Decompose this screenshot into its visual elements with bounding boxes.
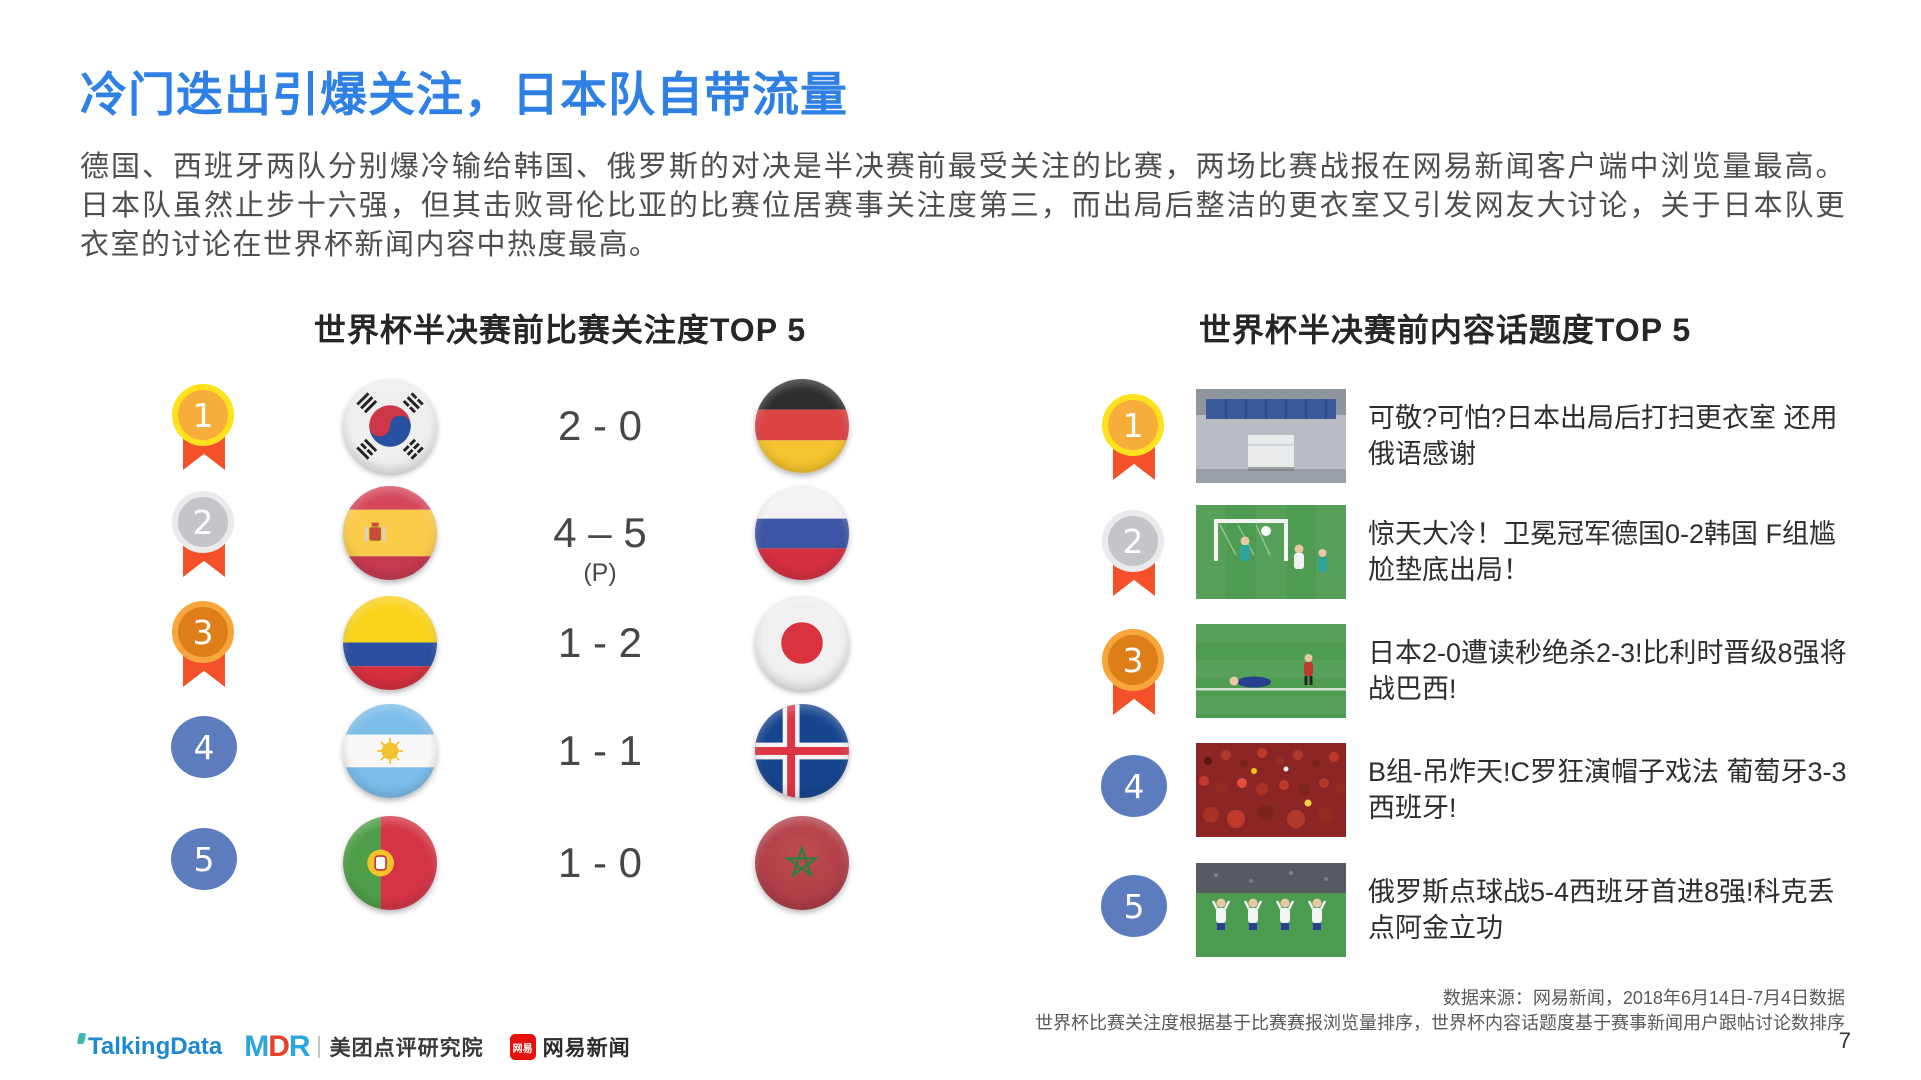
rank-badge: 4 <box>171 716 237 778</box>
right-panel-title: 世界杯半决赛前内容话题度TOP 5 <box>1198 312 1692 348</box>
netease-app-icon: 网易 <box>509 1034 536 1060</box>
page-number: 7 <box>1838 1028 1851 1053</box>
news-photo-locker-room <box>1196 389 1346 483</box>
news-photo-team-celebration <box>1196 863 1346 957</box>
flag-argentina-icon <box>343 704 437 798</box>
flag-germany-icon <box>755 379 849 473</box>
flag-morocco-icon <box>755 816 849 910</box>
news-headline: 惊天大冷！卫冕冠军德国0-2韩国 F组尴尬垫底出局！ <box>1368 519 1837 585</box>
talkingdata-tick-icon <box>76 1033 87 1044</box>
flag-portugal-icon <box>343 816 437 910</box>
match-score: 1 - 1 <box>557 727 643 774</box>
flag-south-korea-icon <box>343 379 437 473</box>
rank-badge: 5 <box>171 828 237 890</box>
rank-number: 3 <box>1122 640 1144 680</box>
bronze-medal-icon: 3 <box>1102 629 1166 725</box>
news-headline: 俄罗斯点球战5-4西班牙首进8强!科克丢点阿金立功 <box>1368 877 1835 943</box>
rank-number: 3 <box>192 612 214 652</box>
flag-colombia-icon <box>343 596 437 690</box>
match-score: 2 - 0 <box>557 402 643 449</box>
news-headline: 日本2-0遭读秒绝杀2-3!比利时晋级8强将战巴西! <box>1368 638 1847 704</box>
rank-number: 2 <box>1122 521 1144 561</box>
rank-number: 2 <box>192 502 214 542</box>
talkingdata-logo: TalkingData <box>76 1033 223 1061</box>
news-photo-player-on-pitch <box>1196 624 1346 718</box>
rank-number: 1 <box>1122 405 1144 445</box>
flag-spain-icon <box>343 486 437 580</box>
rank-badge: 5 <box>1101 875 1167 937</box>
talkingdata-wordmark: TalkingData <box>88 1033 223 1060</box>
methodology-line: 世界杯比赛关注度根据基于比赛赛报浏览量排序，世界杯内容话题度基于赛事新闻用户跟帖… <box>1035 1013 1845 1033</box>
bronze-medal-icon: 3 <box>172 601 236 697</box>
flag-iceland-icon <box>755 704 849 798</box>
match-score: 1 - 2 <box>557 619 643 666</box>
left-panel-title: 世界杯半决赛前比赛关注度TOP 5 <box>313 312 807 348</box>
score-note: (P) <box>583 559 617 587</box>
rank-badge: 4 <box>1101 755 1167 817</box>
page-title: 冷门迭出引爆关注，日本队自带流量 <box>80 68 848 121</box>
flag-japan-icon <box>755 596 849 690</box>
news-photo-goal-scene <box>1196 505 1346 599</box>
meituan-dianping-institute-label: 美团点评研究院 <box>329 1037 484 1060</box>
intro-paragraph: 德国、西班牙两队分别爆冷输给韩国、俄罗斯的对决是半决赛前最受关注的比赛，两场比赛… <box>80 151 1846 261</box>
gold-medal-icon: 1 <box>172 384 236 480</box>
silver-medal-icon: 2 <box>172 491 236 587</box>
silver-medal-icon: 2 <box>1102 510 1166 606</box>
news-headline: B组-吊炸天!C罗狂演帽子戏法 葡萄牙3-3西班牙! <box>1368 757 1847 823</box>
news-photo-fans-crowd <box>1196 743 1346 837</box>
data-source-line: 数据来源：网易新闻，2018年6月14日-7月4日数据 <box>1442 988 1845 1008</box>
rank-number: 1 <box>192 395 214 435</box>
flag-russia-icon <box>755 486 849 580</box>
gold-medal-icon: 1 <box>1102 394 1166 490</box>
netease-news-wordmark: 网易新闻 <box>542 1037 631 1060</box>
match-score: 1 - 0 <box>557 839 643 886</box>
match-score: 4 – 5 (P) <box>495 503 705 587</box>
news-headline: 可敬?可怕?日本出局后打扫更衣室 还用俄语感谢 <box>1368 403 1838 469</box>
logo-divider <box>317 1036 320 1058</box>
